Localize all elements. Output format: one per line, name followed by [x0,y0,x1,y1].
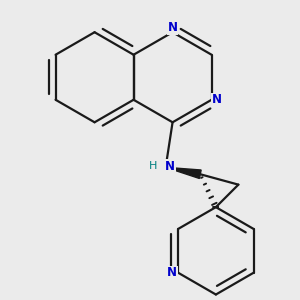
Text: N: N [168,21,178,34]
Text: N: N [165,160,175,173]
Text: N: N [212,93,222,106]
Text: N: N [212,93,222,106]
Text: H: H [149,161,158,172]
Text: H: H [149,161,158,172]
Text: N: N [168,21,178,34]
Polygon shape [166,167,201,178]
Text: N: N [165,160,175,173]
Text: N: N [167,266,177,279]
Text: N: N [167,266,177,279]
